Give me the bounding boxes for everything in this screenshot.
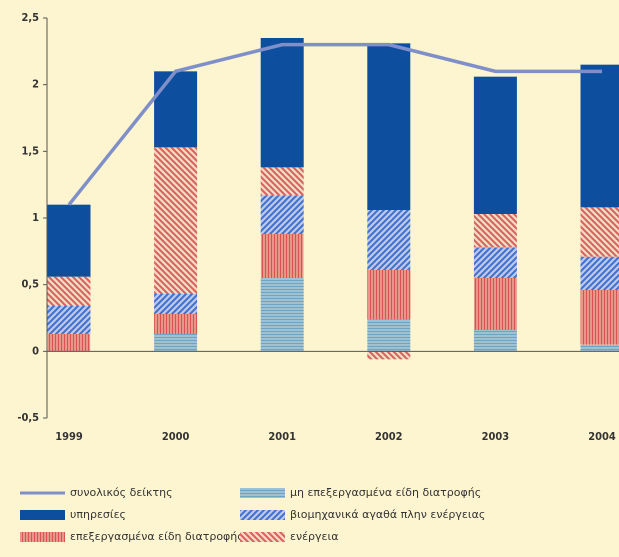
y-tick-label: 0	[32, 344, 39, 357]
bar-segment	[154, 334, 198, 352]
bar-segment	[47, 334, 91, 352]
bar-segment	[154, 294, 198, 314]
bar-segment	[154, 314, 198, 334]
bar-segment	[47, 204, 91, 277]
x-tick-label: 2002	[375, 430, 403, 443]
x-tick-label: 1999	[55, 430, 83, 443]
x-tick-label: 2000	[162, 430, 190, 443]
bar-segment	[47, 276, 91, 306]
bar-segment	[580, 64, 619, 208]
bar-segment	[473, 278, 517, 330]
bar-segment	[580, 290, 619, 345]
y-tick-label: 2,5	[21, 11, 39, 24]
y-tick-label: 1,5	[21, 144, 39, 157]
y-tick-label: 0,5	[21, 278, 39, 291]
bar-segment	[580, 256, 619, 290]
x-tick-label: 2001	[268, 430, 296, 443]
bar-segment	[260, 278, 304, 352]
legend-swatch	[240, 532, 285, 542]
legend-label: βιομηχανικά αγαθά πλην ενέργειας	[290, 508, 485, 521]
legend-swatch	[20, 510, 65, 520]
bar-segment	[47, 306, 91, 334]
x-tick-label: 2004	[588, 430, 616, 443]
legend-label: υπηρεσίες	[70, 508, 126, 521]
legend-label: ενέργεια	[290, 530, 338, 543]
y-tick-label: -0,5	[17, 411, 39, 424]
bar-segment	[367, 351, 411, 360]
bar-segment	[154, 147, 198, 294]
bar-segment	[367, 270, 411, 320]
bar-segment	[154, 71, 198, 148]
bar-segment	[367, 319, 411, 352]
bar-segment	[473, 214, 517, 248]
legend-swatch	[20, 532, 65, 542]
y-tick-label: 2	[32, 78, 39, 91]
legend-label: επεξεργασμένα είδη διατροφής	[70, 530, 244, 543]
bar-segment	[473, 76, 517, 215]
total-line	[67, 42, 602, 206]
bar-segment	[473, 247, 517, 278]
bar-segment	[580, 207, 619, 257]
bar-segment	[367, 210, 411, 270]
bar-segment	[580, 344, 619, 352]
legend-swatch	[240, 488, 285, 498]
bar-segment	[260, 167, 304, 196]
bar-segment	[367, 43, 411, 211]
x-tick-label: 2003	[482, 430, 510, 443]
bar-segment	[260, 195, 304, 234]
y-tick-label: 1	[32, 211, 39, 224]
bar-segment	[260, 234, 304, 278]
legend-label: συνολικός δείκτης	[70, 486, 173, 499]
bar-segment	[473, 330, 517, 352]
legend-swatch	[240, 510, 285, 520]
bar-segment	[260, 38, 304, 168]
legend-label: μη επεξεργασμένα είδη διατροφής	[290, 486, 481, 499]
